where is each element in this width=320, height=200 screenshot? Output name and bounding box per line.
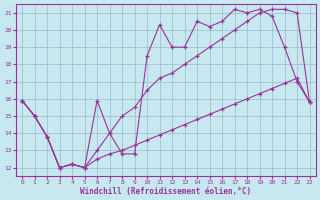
X-axis label: Windchill (Refroidissement éolien,°C): Windchill (Refroidissement éolien,°C) — [80, 187, 252, 196]
